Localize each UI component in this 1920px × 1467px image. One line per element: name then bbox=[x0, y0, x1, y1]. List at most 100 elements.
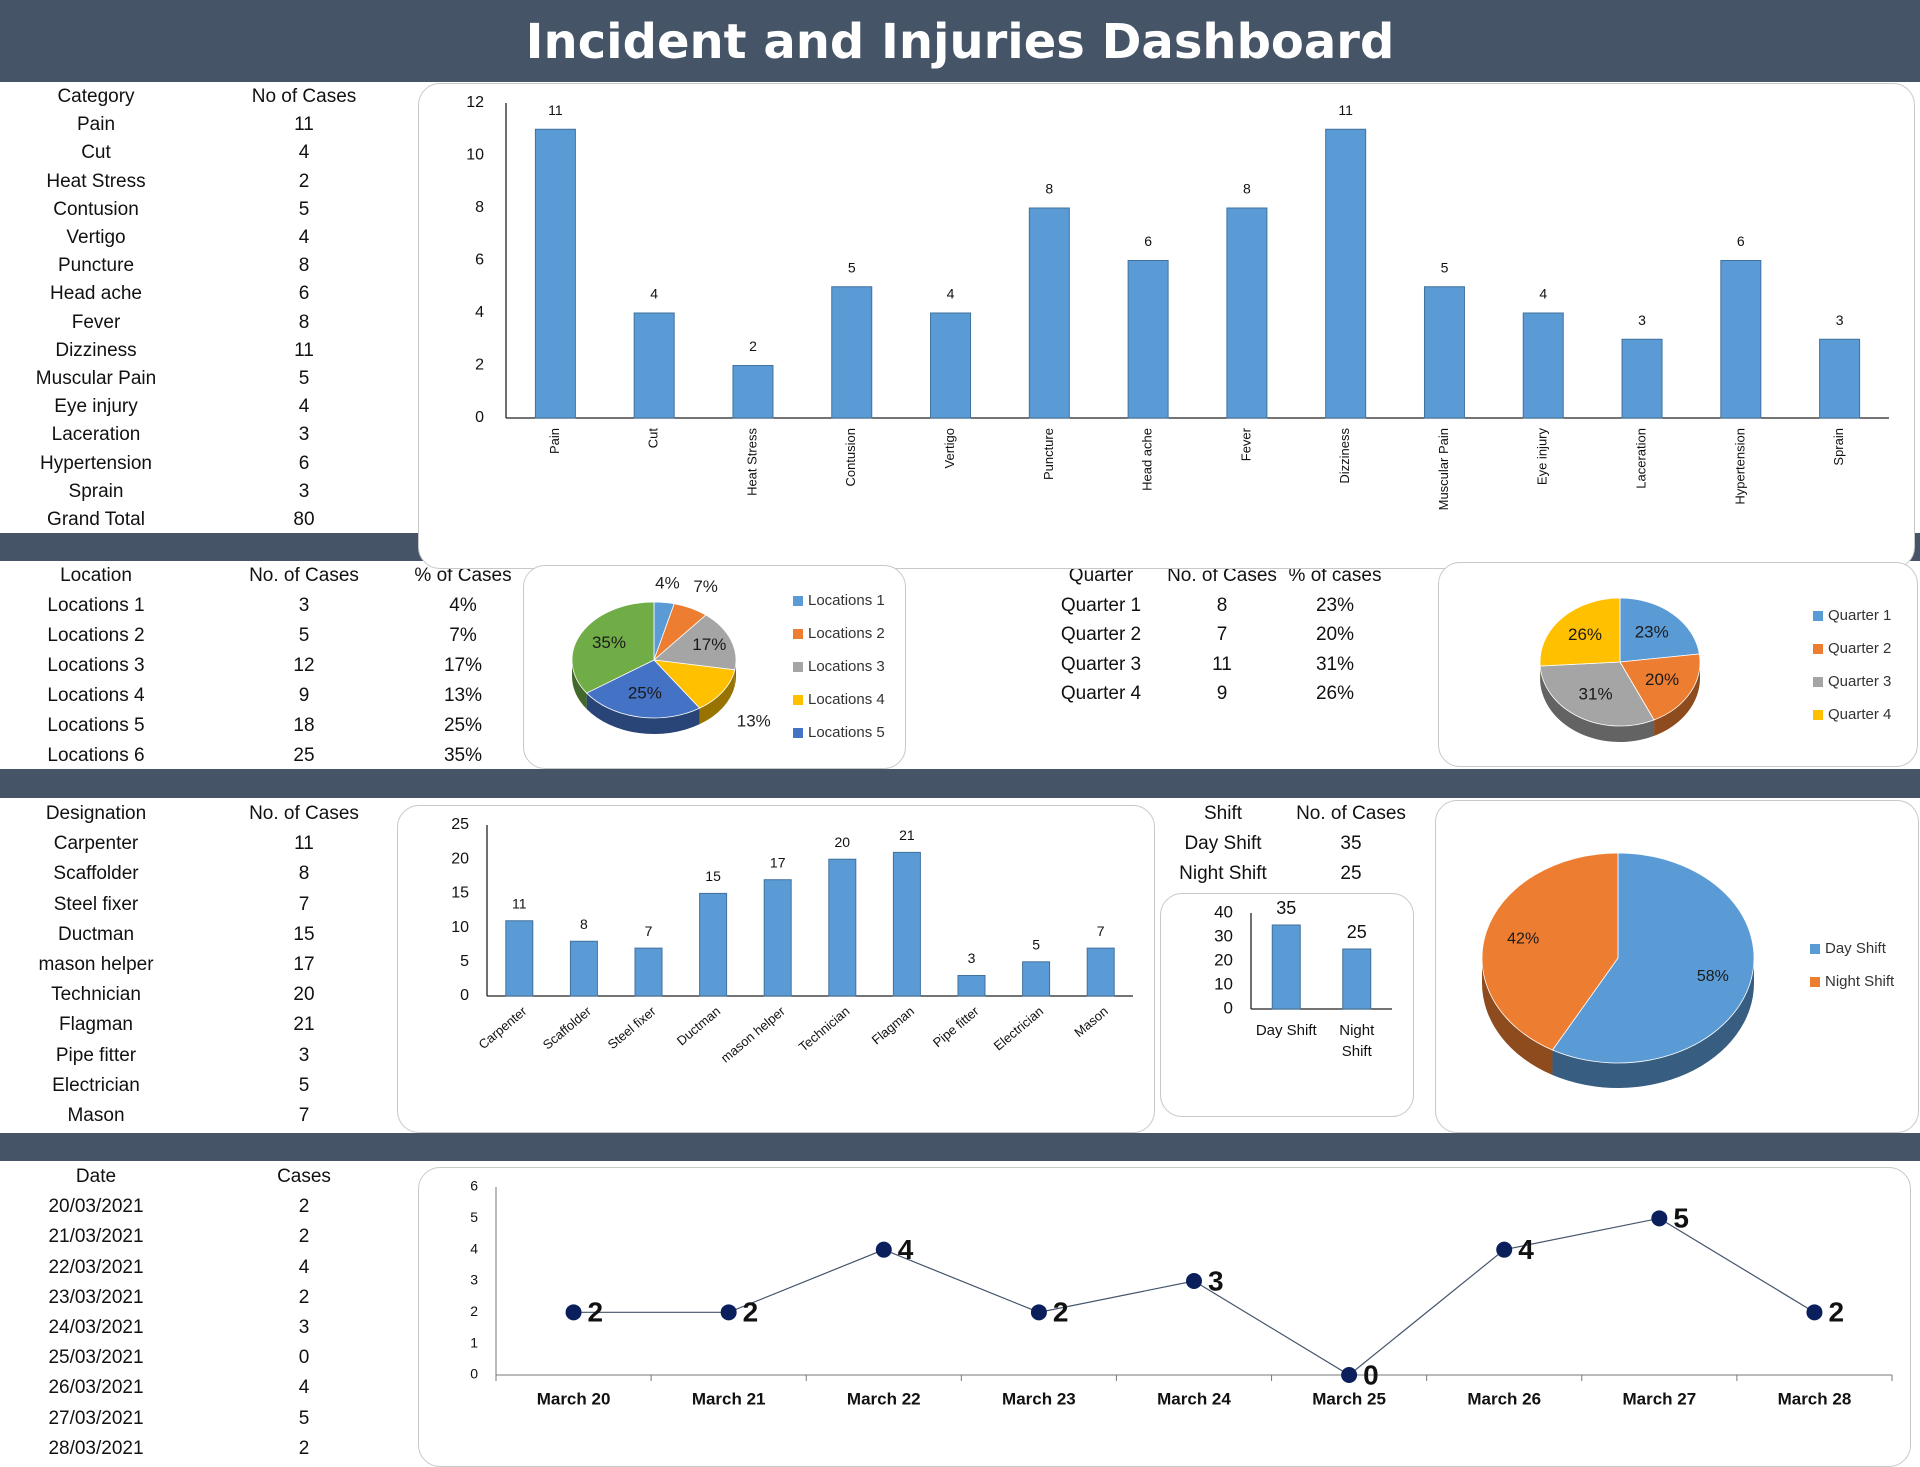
legend-label: Quarter 3 bbox=[1828, 673, 1891, 690]
pie-data-label: 26% bbox=[1568, 625, 1602, 644]
data-label: 7 bbox=[1097, 923, 1105, 939]
x-tick-label: March 25 bbox=[1312, 1389, 1386, 1408]
y-tick-label: 8 bbox=[475, 199, 484, 216]
legend-label: Locations 1 bbox=[808, 592, 885, 609]
y-tick-label: 10 bbox=[451, 919, 469, 936]
x-tick-label: Pain bbox=[547, 428, 562, 454]
bar bbox=[931, 313, 971, 418]
x-tick-label: Day Shift bbox=[1256, 1022, 1318, 1039]
pie-data-label: 4% bbox=[655, 574, 680, 593]
data-label: 3 bbox=[1638, 312, 1646, 328]
y-tick-label: 12 bbox=[466, 94, 484, 111]
x-tick-label: Contusion bbox=[843, 428, 858, 487]
x-tick-label: March 22 bbox=[847, 1389, 921, 1408]
data-label: 4 bbox=[1518, 1234, 1534, 1265]
legend-label: Locations 2 bbox=[808, 625, 885, 642]
legend-swatch bbox=[793, 695, 803, 705]
data-label: 21 bbox=[899, 827, 915, 843]
x-tick-label: Puncture bbox=[1041, 428, 1056, 480]
y-tick-label: 40 bbox=[1214, 902, 1233, 921]
data-label: 8 bbox=[1243, 181, 1251, 197]
bar bbox=[733, 366, 773, 419]
legend-swatch bbox=[793, 662, 803, 672]
legend-label: Locations 4 bbox=[808, 691, 885, 708]
y-tick-label: 3 bbox=[470, 1272, 478, 1288]
pie-data-label: 7% bbox=[693, 577, 718, 596]
x-tick-label: Steel fixer bbox=[605, 1003, 659, 1052]
data-label: 5 bbox=[1441, 259, 1449, 275]
x-tick-label: March 20 bbox=[537, 1389, 611, 1408]
bar bbox=[700, 893, 727, 996]
line-marker bbox=[721, 1304, 737, 1320]
data-label: 11 bbox=[548, 102, 563, 118]
x-tick-label: mason helper bbox=[718, 1003, 788, 1066]
bar bbox=[635, 948, 662, 996]
data-label: 0 bbox=[1363, 1359, 1379, 1390]
x-tick-label: Muscular Pain bbox=[1436, 428, 1451, 510]
line-marker bbox=[876, 1242, 892, 1258]
bar bbox=[832, 287, 872, 418]
data-label: 3 bbox=[1836, 312, 1844, 328]
y-tick-label: 20 bbox=[1214, 950, 1233, 969]
x-tick-label: Vertigo bbox=[942, 428, 957, 468]
data-label: 2 bbox=[1053, 1297, 1069, 1328]
data-label: 20 bbox=[835, 834, 851, 850]
y-tick-label: 10 bbox=[1214, 974, 1233, 993]
data-label: 4 bbox=[947, 286, 955, 302]
line-marker bbox=[1496, 1242, 1512, 1258]
pie-data-label: 42% bbox=[1507, 930, 1539, 947]
bar bbox=[1326, 129, 1366, 418]
bar bbox=[764, 880, 791, 996]
bar bbox=[506, 921, 533, 996]
data-label: 17 bbox=[770, 854, 786, 870]
y-tick-label: 2 bbox=[475, 357, 484, 374]
line-marker bbox=[1806, 1304, 1822, 1320]
legend-label: Quarter 1 bbox=[1828, 607, 1891, 624]
x-tick-label: Fever bbox=[1238, 427, 1253, 461]
y-tick-label: 6 bbox=[475, 252, 484, 269]
data-label: 2 bbox=[1828, 1297, 1844, 1328]
y-tick-label: 0 bbox=[1224, 998, 1233, 1017]
data-label: 8 bbox=[1045, 181, 1053, 197]
x-tick-label: March 28 bbox=[1778, 1389, 1852, 1408]
data-label: 4 bbox=[898, 1234, 914, 1265]
data-label: 11 bbox=[512, 895, 527, 911]
line-series bbox=[574, 1218, 1815, 1375]
pie-data-label: 23% bbox=[1635, 623, 1669, 642]
x-tick-label: Hypertension bbox=[1732, 428, 1747, 505]
pie-data-label: 20% bbox=[1645, 670, 1679, 689]
legend-swatch bbox=[1813, 677, 1823, 687]
y-tick-label: 4 bbox=[470, 1240, 478, 1256]
pie-data-label: 17% bbox=[692, 635, 726, 654]
bar bbox=[958, 975, 985, 996]
pie-data-label: 35% bbox=[592, 633, 626, 652]
x-tick-label: March 26 bbox=[1467, 1389, 1541, 1408]
y-tick-label: 4 bbox=[475, 304, 484, 321]
y-tick-label: 0 bbox=[470, 1366, 478, 1382]
data-label: 6 bbox=[1144, 233, 1152, 249]
bar bbox=[1227, 208, 1267, 418]
x-tick-label: Flagman bbox=[869, 1003, 917, 1047]
data-label: 2 bbox=[743, 1297, 759, 1328]
y-tick-label: 6 bbox=[470, 1178, 478, 1194]
bar bbox=[570, 941, 597, 996]
y-tick-label: 15 bbox=[451, 885, 469, 902]
bar bbox=[1023, 962, 1050, 996]
y-tick-label: 5 bbox=[460, 953, 469, 970]
x-tick-label: March 27 bbox=[1622, 1389, 1696, 1408]
y-tick-label: 0 bbox=[460, 987, 469, 1004]
legend-swatch bbox=[793, 629, 803, 639]
y-tick-label: 1 bbox=[470, 1334, 478, 1350]
legend-swatch bbox=[1813, 644, 1823, 654]
data-label: 4 bbox=[1539, 286, 1547, 302]
x-tick-label: Carpenter bbox=[476, 1003, 530, 1052]
x-tick-label: March 23 bbox=[1002, 1389, 1076, 1408]
y-tick-label: 25 bbox=[451, 816, 469, 833]
bar bbox=[1029, 208, 1069, 418]
x-tick-label: Ductman bbox=[674, 1003, 724, 1048]
bar bbox=[1820, 339, 1860, 418]
line-marker bbox=[1341, 1367, 1357, 1383]
x-tick-label: Eye injury bbox=[1535, 428, 1550, 486]
data-label: 2 bbox=[588, 1297, 604, 1328]
data-label: 25 bbox=[1347, 922, 1367, 942]
